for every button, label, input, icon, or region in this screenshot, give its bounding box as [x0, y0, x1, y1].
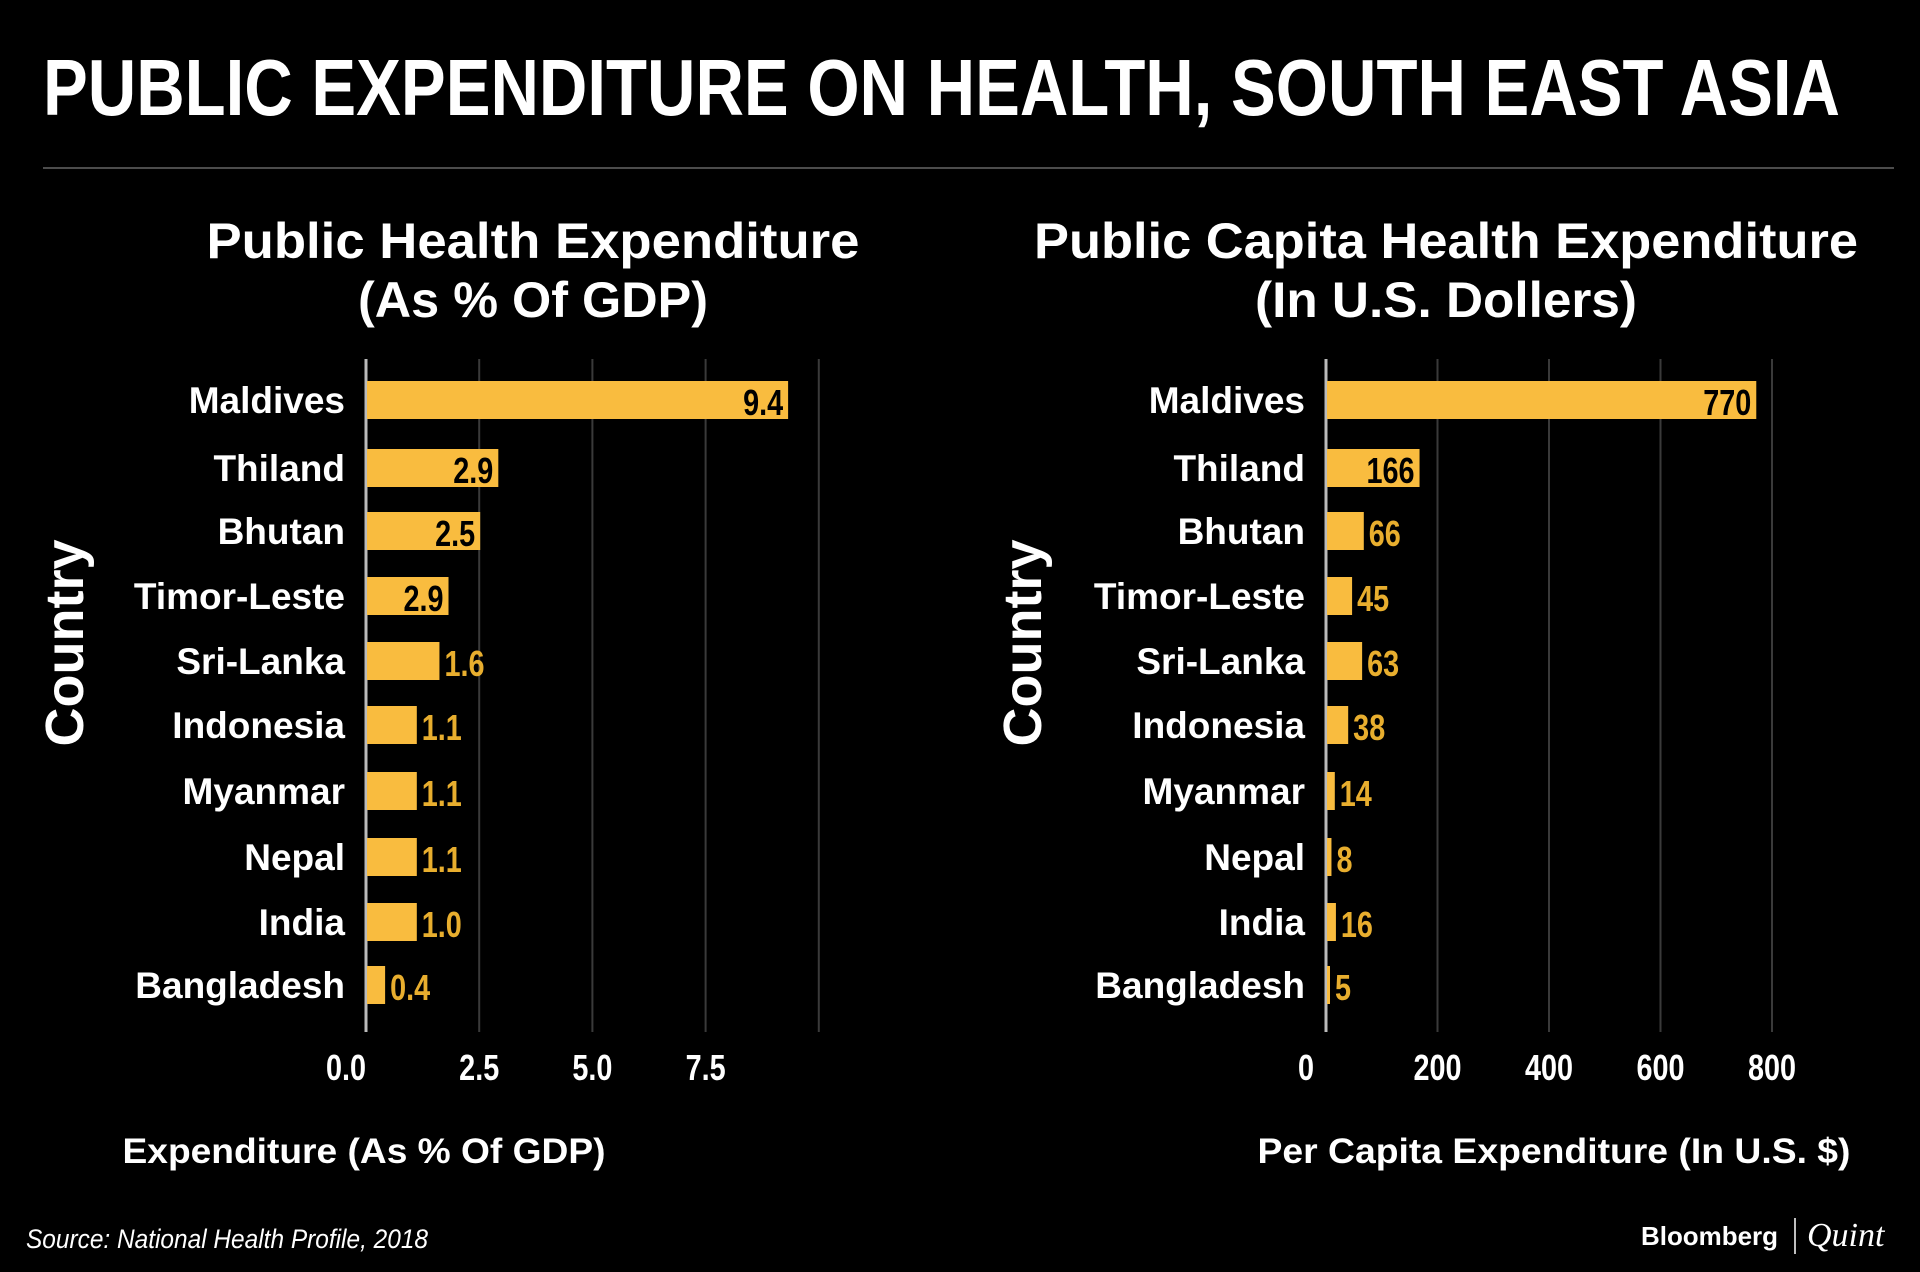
bar-bhutan [1327, 512, 1364, 550]
chart-title: Public Health Expenditure [207, 213, 860, 269]
value-label: 63 [1367, 643, 1399, 684]
bar-timor-leste [1327, 577, 1353, 615]
category-label: Nepal [1204, 837, 1305, 878]
chart-title: Public Capita Health Expenditure [1034, 213, 1858, 269]
bar-thiland [1327, 449, 1420, 487]
source-note: Source: National Health Profile, 2018 [26, 1224, 428, 1254]
chart-gdp-percent: Public Health Expenditure(As % Of GDP) 0.… [35, 213, 860, 1171]
x-tick-label: 5.0 [572, 1047, 612, 1088]
bloomberg-quint-logo: Bloomberg Quint [1641, 1217, 1886, 1254]
value-label: 770 [1703, 382, 1751, 423]
bar-myanmar [1327, 772, 1335, 810]
bar-thiland [367, 449, 499, 487]
bar-maldives [367, 381, 789, 419]
logo-quint: Quint [1807, 1217, 1886, 1254]
main-title: PUBLIC EXPENDITURE ON HEALTH, SOUTH EAST… [43, 43, 1840, 132]
y-axis-title: Country [993, 540, 1053, 747]
category-label: Indonesia [172, 705, 345, 746]
x-tick-label: 800 [1748, 1047, 1796, 1088]
x-tick-label: 2.5 [459, 1047, 499, 1088]
x-tick-label: 7.5 [686, 1047, 726, 1088]
y-axis-title: Country [35, 540, 95, 747]
category-label: Bangladesh [135, 965, 345, 1006]
value-label: 2.9 [403, 578, 443, 619]
category-label: Bhutan [1178, 511, 1305, 552]
value-label: 16 [1341, 904, 1373, 945]
category-label: Thiland [1173, 448, 1305, 489]
category-label: Maldives [189, 380, 345, 421]
value-label: 45 [1357, 578, 1389, 619]
bar-bangladesh [1327, 966, 1330, 1004]
x-tick-label: 0 [1298, 1047, 1314, 1088]
value-label: 8 [1336, 839, 1352, 880]
value-label: 38 [1353, 707, 1385, 748]
chart-subtitle: (As % Of GDP) [358, 272, 708, 328]
x-tick-label: 400 [1525, 1047, 1573, 1088]
category-label: Sri-Lanka [176, 641, 345, 682]
category-label: Myanmar [183, 771, 345, 812]
value-label: 5 [1335, 967, 1351, 1008]
value-label: 2.9 [453, 450, 493, 491]
category-label: Timor-Leste [1094, 576, 1305, 617]
bar-myanmar [367, 772, 417, 810]
bar-sri-lanka [1327, 642, 1363, 680]
bar-india [1327, 903, 1336, 941]
chart-per-capita: Public Capita Health Expenditure(In U.S.… [993, 213, 1858, 1171]
category-label: Nepal [244, 837, 345, 878]
value-label: 1.1 [422, 707, 462, 748]
x-tick-label: 200 [1413, 1047, 1461, 1088]
bar-indonesia [367, 706, 417, 744]
value-label: 1.1 [422, 839, 462, 880]
bar-bangladesh [367, 966, 386, 1004]
category-label: India [1219, 902, 1306, 943]
chart-subtitle: (In U.S. Dollers) [1255, 272, 1637, 328]
category-label: Indonesia [1132, 705, 1305, 746]
bar-maldives [1327, 381, 1757, 419]
category-label: Timor-Leste [134, 576, 345, 617]
value-label: 1.0 [422, 904, 462, 945]
value-label: 2.5 [435, 513, 475, 554]
value-label: 166 [1367, 450, 1415, 491]
value-label: 1.1 [422, 773, 462, 814]
logo-bloomberg: Bloomberg [1641, 1221, 1778, 1251]
category-label: Bangladesh [1095, 965, 1305, 1006]
bar-indonesia [1327, 706, 1349, 744]
value-label: 0.4 [390, 967, 430, 1008]
bar-nepal [367, 838, 417, 876]
bar-sri-lanka [367, 642, 440, 680]
value-label: 66 [1369, 513, 1401, 554]
x-axis-title: Per Capita Expenditure (In U.S. $) [1258, 1132, 1851, 1171]
category-label: Bhutan [218, 511, 345, 552]
value-label: 9.4 [743, 382, 783, 423]
x-tick-label: 600 [1636, 1047, 1684, 1088]
value-label: 1.6 [444, 643, 484, 684]
category-label: India [259, 902, 346, 943]
bar-timor-leste [367, 577, 449, 615]
bar-bhutan [367, 512, 481, 550]
x-tick-label: 0.0 [326, 1047, 366, 1088]
category-label: Thiland [213, 448, 345, 489]
x-axis-title: Expenditure (As % Of GDP) [123, 1132, 606, 1171]
value-label: 14 [1340, 773, 1372, 814]
bar-india [367, 903, 417, 941]
bar-nepal [1327, 838, 1332, 876]
category-label: Maldives [1149, 380, 1305, 421]
category-label: Sri-Lanka [1136, 641, 1305, 682]
category-label: Myanmar [1143, 771, 1305, 812]
